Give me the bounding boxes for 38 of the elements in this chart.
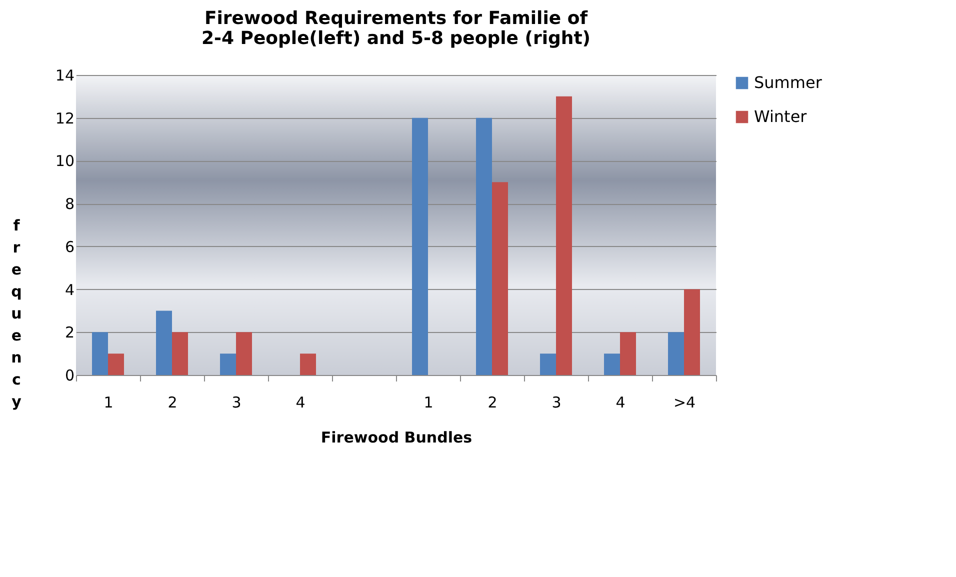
y-tick-label: 10: [55, 152, 74, 170]
bar: [604, 354, 620, 375]
x-tick-label: 4: [616, 394, 626, 412]
bar: [540, 354, 556, 375]
y-tick-label: 0: [64, 366, 74, 384]
bar: [172, 332, 188, 375]
bar: [556, 96, 572, 375]
x-tick-label: 1: [104, 394, 114, 412]
bar: [492, 182, 508, 375]
bar: [620, 332, 636, 375]
x-axis-title: Firewood Bundles: [320, 428, 472, 446]
legend-label: Summer: [754, 73, 822, 92]
y-tick-label: 6: [64, 238, 74, 256]
y-tick-label: 8: [64, 195, 74, 214]
bar: [476, 118, 492, 375]
legend-label: Winter: [754, 107, 808, 126]
x-tick-label: 3: [552, 394, 562, 412]
x-tick-label: 1: [424, 394, 434, 412]
bar: [108, 354, 124, 375]
y-tick-label: 2: [64, 324, 74, 342]
bar: [236, 332, 252, 375]
chart-title: Firewood Requirements for Familie of 2-4 People(left) and 5-8 people (right): [201, 8, 591, 49]
y-tick-label: 14: [55, 66, 74, 84]
bar: [684, 289, 700, 375]
bar: [300, 354, 316, 375]
x-tick-label: >4: [673, 394, 696, 412]
y-tick-label: 4: [64, 280, 74, 299]
x-tick-label: 2: [488, 394, 498, 412]
bar: [412, 118, 428, 375]
bar: [220, 354, 236, 375]
bar: [668, 332, 684, 375]
text: frequency: [11, 216, 22, 410]
bar: [156, 310, 172, 375]
x-tick-label: 2: [168, 394, 178, 412]
y-tick-label: 12: [55, 109, 74, 128]
x-tick-label: 3: [232, 394, 242, 412]
x-tick-label: 4: [296, 394, 306, 412]
bar: [92, 332, 108, 375]
